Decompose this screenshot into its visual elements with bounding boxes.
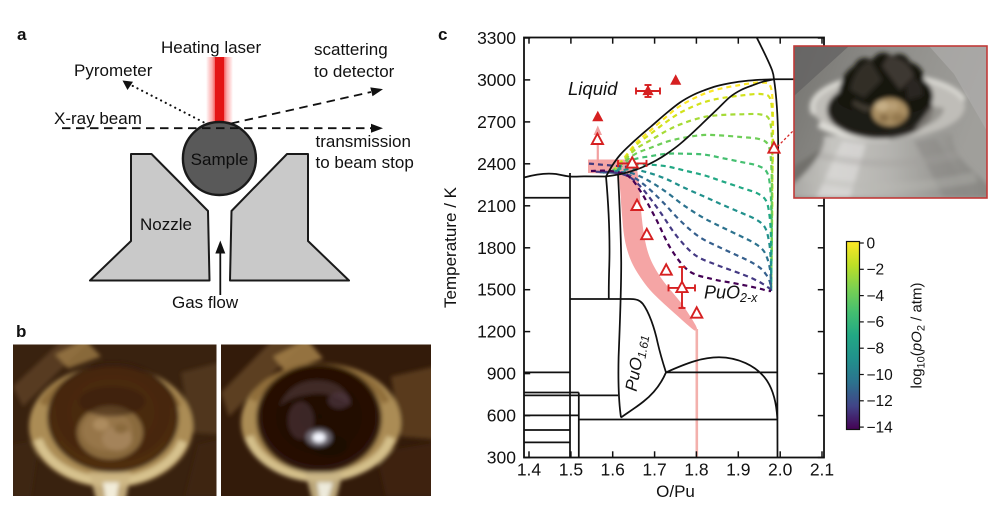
svg-text:1.5: 1.5 <box>559 460 583 480</box>
svg-text:1200: 1200 <box>477 322 516 342</box>
svg-text:2700: 2700 <box>477 112 516 132</box>
svg-text:1.6: 1.6 <box>601 460 625 480</box>
svg-text:to detector: to detector <box>314 62 395 81</box>
svg-text:1.9: 1.9 <box>726 460 750 480</box>
svg-text:2400: 2400 <box>477 154 516 174</box>
svg-text:2.0: 2.0 <box>768 460 793 480</box>
svg-text:−14: −14 <box>867 419 894 436</box>
svg-text:−4: −4 <box>867 288 885 305</box>
svg-text:O/Pu: O/Pu <box>656 482 695 501</box>
svg-text:300: 300 <box>487 448 516 468</box>
svg-text:−12: −12 <box>867 393 893 410</box>
svg-text:X-ray beam: X-ray beam <box>54 109 142 128</box>
svg-text:600: 600 <box>487 406 516 426</box>
svg-text:1500: 1500 <box>477 280 516 300</box>
svg-text:900: 900 <box>487 364 516 384</box>
svg-text:3000: 3000 <box>477 70 516 90</box>
svg-text:2.1: 2.1 <box>810 460 834 480</box>
svg-text:Nozzle: Nozzle <box>140 215 192 234</box>
svg-text:PuO2-x: PuO2-x <box>704 283 758 306</box>
svg-text:Pyrometer: Pyrometer <box>74 61 153 80</box>
svg-text:Heating laser: Heating laser <box>161 38 262 57</box>
svg-text:−10: −10 <box>867 367 894 384</box>
svg-text:Temperature / K: Temperature / K <box>441 186 460 308</box>
svg-text:scattering: scattering <box>314 40 388 59</box>
svg-text:Sample: Sample <box>191 150 249 169</box>
svg-text:−2: −2 <box>867 262 885 279</box>
svg-text:1800: 1800 <box>477 238 516 258</box>
svg-text:1.4: 1.4 <box>517 460 542 480</box>
svg-text:to beam stop: to beam stop <box>316 153 414 172</box>
svg-text:c: c <box>438 25 447 44</box>
svg-text:b: b <box>16 322 26 341</box>
svg-text:3300: 3300 <box>477 28 516 48</box>
svg-text:log10(pO2 / atm): log10(pO2 / atm) <box>909 283 928 389</box>
svg-text:0: 0 <box>867 235 876 252</box>
svg-text:−6: −6 <box>867 314 885 331</box>
svg-text:Gas flow: Gas flow <box>172 293 239 312</box>
svg-text:transmission: transmission <box>316 132 411 151</box>
svg-text:−8: −8 <box>867 341 885 358</box>
svg-text:Liquid: Liquid <box>568 78 618 99</box>
svg-text:1.7: 1.7 <box>642 460 666 480</box>
svg-text:1.8: 1.8 <box>684 460 708 480</box>
svg-text:2100: 2100 <box>477 196 516 216</box>
svg-text:PuO1.61: PuO1.61 <box>622 333 653 393</box>
svg-text:a: a <box>17 25 27 44</box>
